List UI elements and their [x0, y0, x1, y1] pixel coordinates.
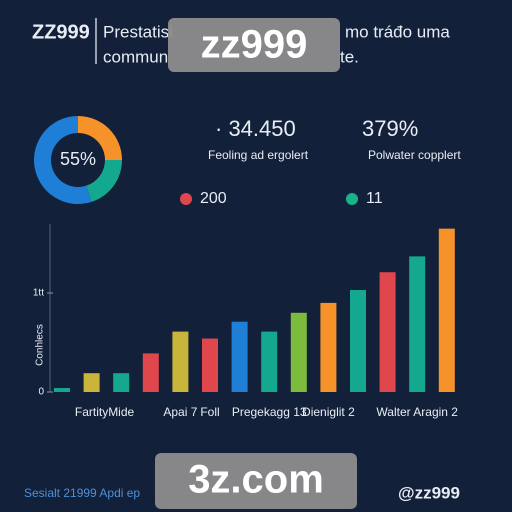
- donut-center-label: 55%: [60, 149, 96, 169]
- stat-label: Polwater copplert: [368, 148, 461, 162]
- x-tick-label: Apai 7: [163, 405, 197, 419]
- donut-segment: [33, 116, 92, 205]
- x-tick-label: Walter Aragin 2: [376, 405, 458, 419]
- y-axis-label: Conhlecs: [35, 324, 46, 366]
- y-tick-label: 0: [38, 387, 44, 398]
- header-line: commun: [103, 47, 168, 66]
- watermark-box: [168, 18, 340, 72]
- bar: [438, 228, 455, 392]
- donut-segment: [78, 116, 122, 160]
- footer-right: @zz999: [398, 483, 460, 502]
- bar: [350, 290, 366, 392]
- x-tick-label: Fartity: [75, 405, 108, 419]
- charts: 55% 0 1tt Conhlecs Fartity Mide Apai 7 Foll Preg…: [33, 116, 458, 419]
- stat-label: Feoling ad ergolert: [208, 148, 309, 162]
- header-line: te.: [340, 47, 359, 66]
- bar: [113, 373, 130, 392]
- bar: [83, 373, 100, 392]
- bar: [379, 272, 396, 392]
- legend-dot: [346, 193, 358, 205]
- x-tick-label: Dieniglit 2: [302, 405, 355, 419]
- stat-value: 379%: [362, 116, 418, 141]
- header-line: Prestatisl: [103, 22, 173, 41]
- footer-left: Sesialt 21999 Apdi ep: [24, 486, 140, 500]
- bar: [172, 331, 189, 392]
- header-line: mo tráđo uma: [345, 22, 450, 41]
- watermark-box: [155, 453, 357, 509]
- donut-segment: [86, 160, 122, 202]
- bar: [202, 338, 218, 392]
- bar: [290, 312, 307, 392]
- watermark: 3z.com: [188, 458, 324, 502]
- bar: [54, 388, 70, 392]
- x-tick-label: Foll: [200, 405, 219, 419]
- bar: [261, 331, 278, 392]
- legend-dot: [180, 193, 192, 205]
- bar: [409, 256, 426, 392]
- brand: ZZ999: [32, 21, 90, 43]
- stat-value: · 34.450: [215, 116, 296, 141]
- bar: [142, 353, 159, 392]
- bar: [320, 302, 337, 392]
- x-tick-label: Pregekagg 13: [232, 405, 307, 419]
- watermark: zz999: [201, 23, 308, 67]
- bar: [231, 321, 248, 392]
- legend-text: 11: [366, 190, 383, 207]
- x-tick-label: Mide: [108, 405, 134, 419]
- y-tick-label: 1tt: [33, 288, 44, 299]
- legend-text: 200: [200, 190, 227, 207]
